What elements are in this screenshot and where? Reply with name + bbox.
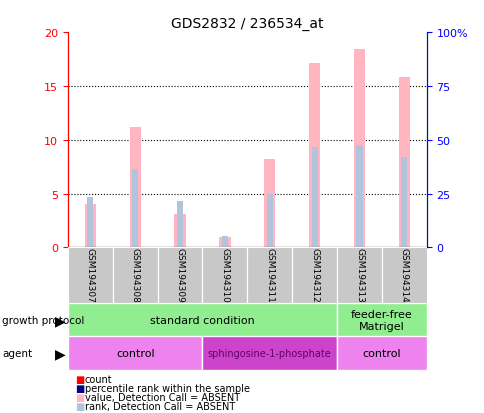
Text: count: count (85, 374, 112, 384)
Bar (202, 248, 247, 304)
Bar (202, 337, 336, 370)
Bar (132, 169, 138, 248)
Bar (129, 128, 140, 248)
Text: standard condition: standard condition (150, 315, 254, 325)
Bar (68, 248, 112, 304)
Bar (247, 248, 291, 304)
Bar (68, 337, 202, 370)
Bar (266, 194, 272, 248)
Bar (356, 146, 362, 248)
Text: growth protocol: growth protocol (2, 315, 85, 325)
Text: ▶: ▶ (55, 346, 66, 360)
Bar (112, 248, 157, 304)
Text: GSM194311: GSM194311 (265, 247, 274, 302)
Text: ■: ■ (75, 383, 84, 393)
Text: GSM194313: GSM194313 (354, 247, 363, 302)
Bar (85, 205, 96, 248)
Bar (291, 248, 336, 304)
Text: GSM194308: GSM194308 (130, 247, 139, 302)
Text: percentile rank within the sample: percentile rank within the sample (85, 383, 249, 393)
Bar (68, 304, 336, 337)
Bar (336, 337, 426, 370)
Bar (353, 50, 364, 248)
Text: agent: agent (2, 348, 32, 358)
Bar (87, 197, 93, 248)
Text: GSM194309: GSM194309 (175, 247, 184, 302)
Text: value, Detection Call = ABSENT: value, Detection Call = ABSENT (85, 392, 240, 402)
Text: GSM194307: GSM194307 (86, 247, 95, 302)
Bar (400, 158, 407, 248)
Bar (219, 237, 230, 248)
Text: GSM194312: GSM194312 (309, 247, 318, 302)
Bar (311, 148, 317, 248)
Text: feeder-free
Matrigel: feeder-free Matrigel (350, 309, 412, 331)
Text: control: control (116, 348, 154, 358)
Text: GSM194310: GSM194310 (220, 247, 229, 302)
Bar (308, 64, 319, 248)
Bar (264, 160, 275, 248)
Bar (398, 78, 409, 248)
Text: control: control (362, 348, 400, 358)
Text: GSM194314: GSM194314 (399, 247, 408, 302)
Bar (157, 248, 202, 304)
Bar (336, 304, 426, 337)
Text: ■: ■ (75, 392, 84, 402)
Bar (177, 202, 183, 248)
Text: ■: ■ (75, 374, 84, 384)
Text: sphingosine-1-phosphate: sphingosine-1-phosphate (208, 348, 331, 358)
Bar (174, 214, 185, 248)
Text: ▶: ▶ (55, 313, 66, 327)
Text: ■: ■ (75, 401, 84, 411)
Bar (221, 236, 227, 248)
Title: GDS2832 / 236534_at: GDS2832 / 236534_at (171, 17, 323, 31)
Bar (381, 248, 426, 304)
Text: rank, Detection Call = ABSENT: rank, Detection Call = ABSENT (85, 401, 235, 411)
Bar (336, 248, 381, 304)
